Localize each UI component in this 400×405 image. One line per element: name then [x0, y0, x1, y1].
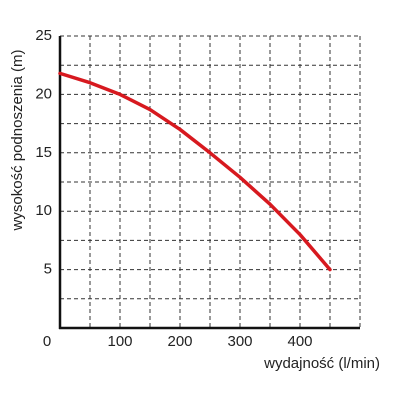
- x-tick-label: 100: [107, 333, 132, 350]
- y-tick-label: 15: [35, 144, 52, 161]
- x-tick-label: 0: [43, 333, 51, 350]
- x-axis-label: wydajność (l/min): [263, 355, 380, 372]
- curve: [58, 71, 332, 272]
- y-tick-label: 10: [35, 202, 52, 219]
- x-tick-label: 400: [287, 333, 312, 350]
- y-tick-label: 5: [44, 261, 52, 278]
- x-tick-label: 200: [167, 333, 192, 350]
- x-tick-label: 300: [227, 333, 252, 350]
- y-tick-label: 20: [35, 85, 52, 102]
- y-tick-label: 25: [35, 27, 52, 44]
- y-axis-label: wysokość podnoszenia (m): [9, 50, 26, 232]
